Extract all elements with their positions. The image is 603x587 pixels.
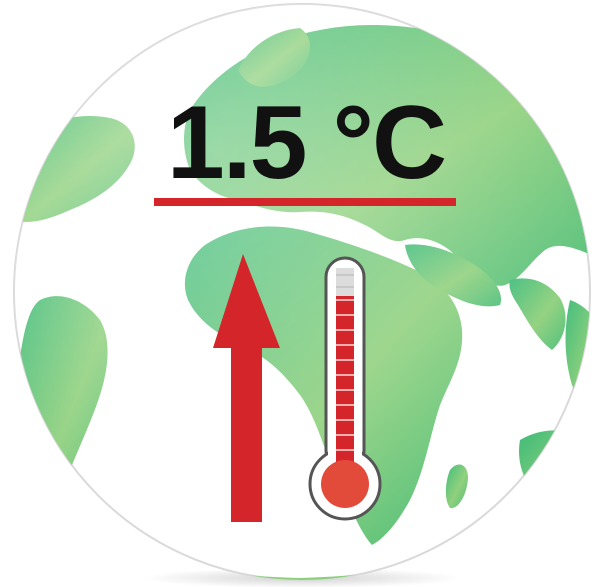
thermometer-ticks [336,299,354,451]
temperature-headline: 1.5 °C [166,85,447,201]
thermometer-icon [308,256,382,521]
up-arrow-icon [213,254,280,522]
headline-underline [154,198,456,206]
